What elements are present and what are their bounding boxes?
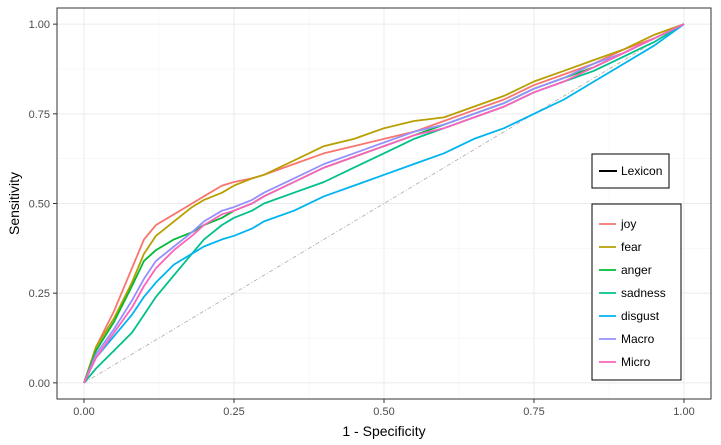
x-axis-title: 1 - Specificity [342, 423, 425, 439]
legend-label-fear: fear [621, 240, 642, 254]
y-axis-title: Sensitivity [6, 172, 22, 235]
series-line-macro [83, 23, 685, 384]
lexicon-legend: Lexicon [591, 153, 670, 189]
y-tick-label: 0.25 [29, 288, 50, 300]
legend-label-macro: Macro [621, 332, 655, 346]
x-tick-label: 0.75 [523, 406, 544, 418]
x-tick-label: 0.25 [223, 406, 244, 418]
x-tick-label: 0.50 [373, 406, 394, 418]
y-tick-label: 0.75 [29, 109, 50, 121]
legend-label-sadness: sadness [621, 286, 666, 300]
y-tick-label: 0.00 [29, 378, 50, 390]
x-tick-label: 0.00 [73, 406, 94, 418]
legend-label-joy: joy [620, 217, 636, 231]
legend-label-micro: Micro [621, 355, 651, 369]
legend-label-disgust: disgust [621, 309, 660, 323]
series-line-disgust [83, 23, 685, 384]
diagonal-reference-line [83, 23, 685, 384]
series-lines [83, 23, 685, 384]
y-axis-ticks: 0.00 0.25 0.50 0.75 1.00 [29, 19, 57, 390]
x-tick-label: 1.00 [673, 406, 694, 418]
series-line-micro [83, 23, 685, 384]
series-line-fear [83, 23, 685, 384]
y-tick-label: 1.00 [29, 19, 50, 31]
legend-label-anger: anger [621, 263, 652, 277]
x-axis-ticks: 0.00 0.25 0.50 0.75 1.00 [73, 399, 695, 418]
y-tick-label: 0.50 [29, 199, 50, 211]
series-line-joy [83, 23, 685, 384]
lexicon-legend-label: Lexicon [621, 164, 662, 178]
series-legend-box [591, 203, 682, 381]
series-legend: joy fear anger sadness disgust Macro Micro [591, 203, 682, 381]
series-legend-items: joy fear anger sadness disgust Macro Micro [599, 217, 666, 369]
